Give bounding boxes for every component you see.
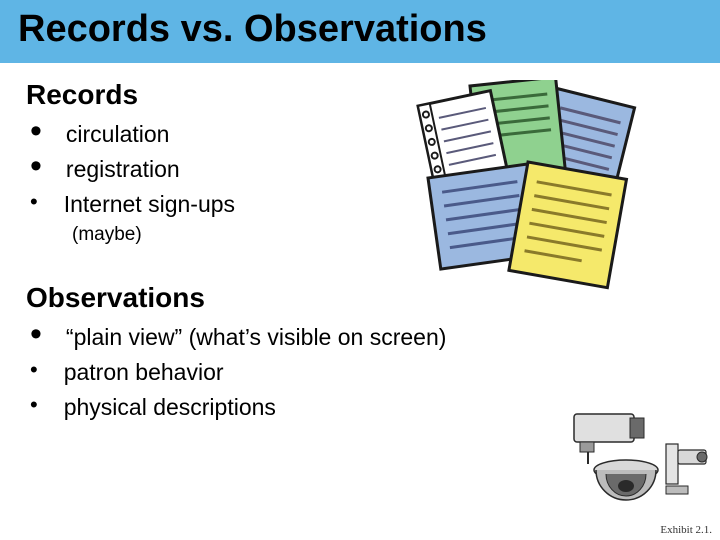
documents-stack-icon (400, 80, 660, 290)
surveillance-cameras-icon (564, 402, 714, 532)
bullet-icon: • (30, 119, 42, 143)
list-item-text: registration (66, 154, 180, 185)
slide-title: Records vs. Observations (18, 8, 710, 51)
bullet-icon: • (30, 322, 42, 346)
list-item-text: “plain view” (what’s visible on screen) (66, 322, 447, 353)
list-item: • patron behavior (30, 357, 700, 388)
list-item-text: Internet sign-ups (64, 189, 235, 220)
bullet-icon: • (30, 357, 38, 383)
title-bar: Records vs. Observations (0, 0, 720, 63)
exhibit-caption: Exhibit 2.1. (660, 524, 712, 536)
bullet-icon: • (30, 392, 38, 418)
list-item-text: circulation (66, 119, 170, 150)
list-item-text: physical descriptions (64, 392, 276, 423)
bullet-icon: • (30, 154, 42, 178)
list-item-text: patron behavior (64, 357, 224, 388)
bullet-icon: • (30, 189, 38, 215)
list-item: • “plain view” (what’s visible on screen… (30, 322, 700, 353)
